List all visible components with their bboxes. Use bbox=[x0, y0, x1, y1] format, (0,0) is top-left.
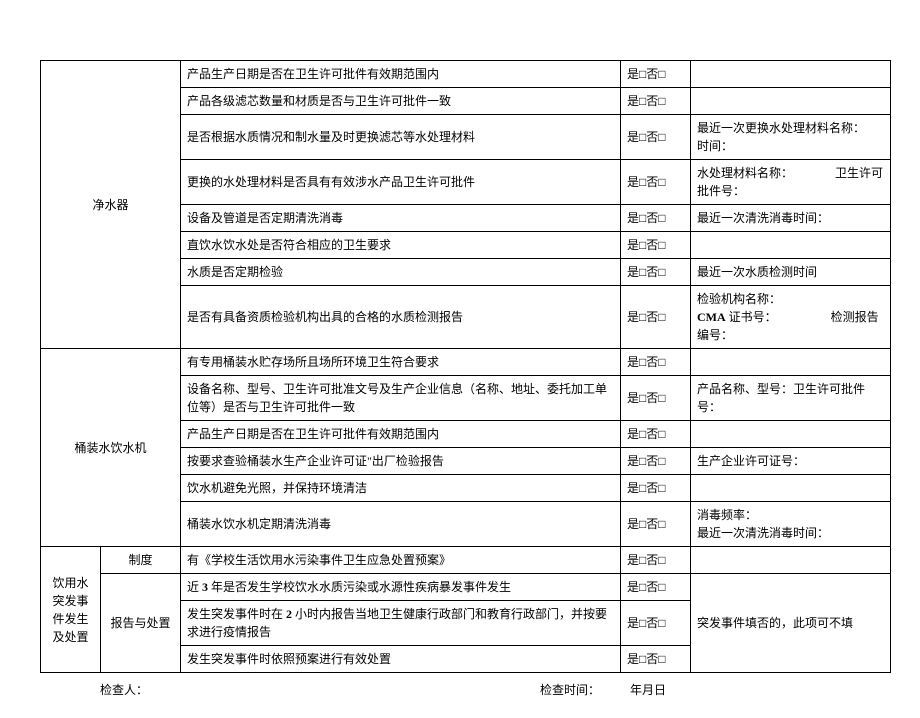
item-cell: 桶装水饮水机定期清洗消毒 bbox=[181, 502, 621, 547]
remark-cell: 水处理材料名称： 卫生许可批件号： bbox=[691, 160, 891, 205]
check-cell: 是□否□ bbox=[621, 286, 691, 349]
check-cell: 是□否□ bbox=[621, 547, 691, 574]
remark-cell: 最近一次更换水处理材料名称： 时间： bbox=[691, 115, 891, 160]
remark-cell bbox=[691, 232, 891, 259]
check-cell: 是□否□ bbox=[621, 160, 691, 205]
subsection-label: 报告与处置 bbox=[101, 574, 181, 673]
table-row: 净水器 产品生产日期是否在卫生许可批件有效期范围内 是□否□ bbox=[41, 61, 891, 88]
item-cell: 直饮水饮水处是否符合相应的卫生要求 bbox=[181, 232, 621, 259]
remark-cell bbox=[691, 475, 891, 502]
item-cell: 发生突发事件时在 2 小时内报告当地卫生健康行政部门和教育行政部门，并按要求进行… bbox=[181, 601, 621, 646]
remark-cell bbox=[691, 547, 891, 574]
check-cell: 是□否□ bbox=[621, 232, 691, 259]
check-cell: 是□否□ bbox=[621, 205, 691, 232]
check-cell: 是□否□ bbox=[621, 502, 691, 547]
check-cell: 是□否□ bbox=[621, 349, 691, 376]
item-cell: 设备及管道是否定期清洗消毒 bbox=[181, 205, 621, 232]
item-cell: 设备名称、型号、卫生许可批准文号及生产企业信息（名称、地址、委托加工单位等）是否… bbox=[181, 376, 621, 421]
check-cell: 是□否□ bbox=[621, 646, 691, 673]
item-cell: 是否有具备资质检验机构出具的合格的水质检测报告 bbox=[181, 286, 621, 349]
item-cell: 按要求查验桶装水生产企业许可证"出厂检验报告 bbox=[181, 448, 621, 475]
check-cell: 是□否□ bbox=[621, 376, 691, 421]
item-cell: 有专用桶装水贮存场所且场所环境卫生符合要求 bbox=[181, 349, 621, 376]
footer: 检查人： 检查时间： 年月日 bbox=[40, 681, 880, 698]
check-cell: 是□否□ bbox=[621, 421, 691, 448]
remark-cell: 消毒频率：最近一次清洗消毒时间： bbox=[691, 502, 891, 547]
check-cell: 是□否□ bbox=[621, 259, 691, 286]
remark-cell bbox=[691, 88, 891, 115]
table-row: 报告与处置 近 3 年是否发生学校饮水水质污染或水源性疾病暴发事件发生 是□否□… bbox=[41, 574, 891, 601]
inspector-label: 检查人： bbox=[100, 681, 440, 698]
item-cell: 产品各级滤芯数量和材质是否与卫生许可批件一致 bbox=[181, 88, 621, 115]
item-cell: 产品生产日期是否在卫生许可批件有效期范围内 bbox=[181, 421, 621, 448]
item-cell: 饮水机避免光照，并保持环境清洁 bbox=[181, 475, 621, 502]
check-cell: 是□否□ bbox=[621, 61, 691, 88]
check-cell: 是□否□ bbox=[621, 115, 691, 160]
table-row: 饮用水突发事件发生及处置 制度 有《学校生活饮用水污染事件卫生应急处置预案》 是… bbox=[41, 547, 891, 574]
section-label: 饮用水突发事件发生及处置 bbox=[41, 547, 101, 673]
remark-cell: 突发事件填否的，此项可不填 bbox=[691, 574, 891, 673]
item-cell: 有《学校生活饮用水污染事件卫生应急处置预案》 bbox=[181, 547, 621, 574]
remark-cell: 产品名称、型号：卫生许可批件号： bbox=[691, 376, 891, 421]
remark-cell bbox=[691, 61, 891, 88]
remark-cell bbox=[691, 349, 891, 376]
section-label: 净水器 bbox=[41, 61, 181, 349]
check-cell: 是□否□ bbox=[621, 601, 691, 646]
item-cell: 近 3 年是否发生学校饮水水质污染或水源性疾病暴发事件发生 bbox=[181, 574, 621, 601]
check-time-label: 检查时间： 年月日 bbox=[440, 681, 880, 698]
item-cell: 产品生产日期是否在卫生许可批件有效期范围内 bbox=[181, 61, 621, 88]
check-cell: 是□否□ bbox=[621, 88, 691, 115]
item-cell: 是否根据水质情况和制水量及时更换滤芯等水处理材料 bbox=[181, 115, 621, 160]
check-cell: 是□否□ bbox=[621, 475, 691, 502]
section-label: 桶装水饮水机 bbox=[41, 349, 181, 547]
check-cell: 是□否□ bbox=[621, 574, 691, 601]
subsection-label: 制度 bbox=[101, 547, 181, 574]
remark-cell: 最近一次清洗消毒时间： bbox=[691, 205, 891, 232]
item-cell: 水质是否定期检验 bbox=[181, 259, 621, 286]
remark-cell bbox=[691, 421, 891, 448]
item-cell: 发生突发事件时依照预案进行有效处置 bbox=[181, 646, 621, 673]
table-row: 桶装水饮水机 有专用桶装水贮存场所且场所环境卫生符合要求 是□否□ bbox=[41, 349, 891, 376]
item-cell: 更换的水处理材料是否具有有效涉水产品卫生许可批件 bbox=[181, 160, 621, 205]
check-cell: 是□否□ bbox=[621, 448, 691, 475]
remark-cell: 生产企业许可证号： bbox=[691, 448, 891, 475]
remark-cell: 最近一次水质检测时间 bbox=[691, 259, 891, 286]
remark-cell: 检验机构名称：CMA 证书号： 检测报告编号： bbox=[691, 286, 891, 349]
inspection-table: 净水器 产品生产日期是否在卫生许可批件有效期范围内 是□否□ 产品各级滤芯数量和… bbox=[40, 60, 891, 673]
